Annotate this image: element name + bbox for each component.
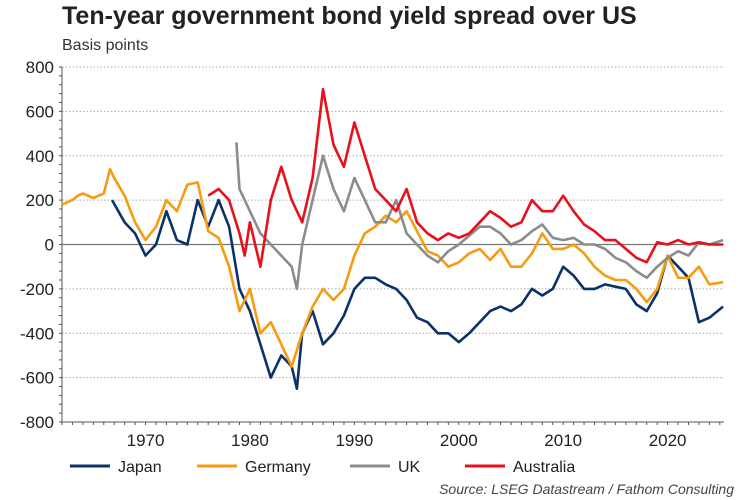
series-line-germany (61, 167, 724, 368)
y-axis-label: Basis points (62, 37, 149, 54)
x-tick-label: 1990 (335, 431, 373, 450)
y-tick-label: 0 (45, 236, 54, 255)
x-tick-label: 1970 (127, 431, 165, 450)
source-note: Source: LSEG Datastream / Fathom Consult… (439, 481, 734, 497)
y-tick-label: -600 (20, 369, 54, 388)
x-tick-label: 2020 (649, 431, 687, 450)
series-line-uk (235, 142, 724, 291)
x-tick-label: 2000 (440, 431, 478, 450)
legend-label-australia: Australia (513, 459, 575, 476)
series-line-australia (207, 87, 723, 268)
y-tick-label: -400 (20, 324, 54, 343)
chart-title: Ten-year government bond yield spread ov… (62, 2, 637, 30)
y-tick-label: 400 (26, 147, 54, 166)
y-tick-label: -200 (20, 280, 54, 299)
y-tick-label: 800 (26, 58, 54, 77)
y-tick-label: 600 (26, 102, 54, 121)
legend-label-uk: UK (398, 459, 421, 476)
legend-label-germany: Germany (245, 459, 311, 476)
series-line-japan (110, 198, 724, 390)
y-tick-label: 200 (26, 191, 54, 210)
x-tick-label: 2010 (544, 431, 582, 450)
legend-label-japan: Japan (118, 459, 162, 476)
y-tick-label: -800 (20, 413, 54, 432)
x-tick-label: 1980 (231, 431, 269, 450)
